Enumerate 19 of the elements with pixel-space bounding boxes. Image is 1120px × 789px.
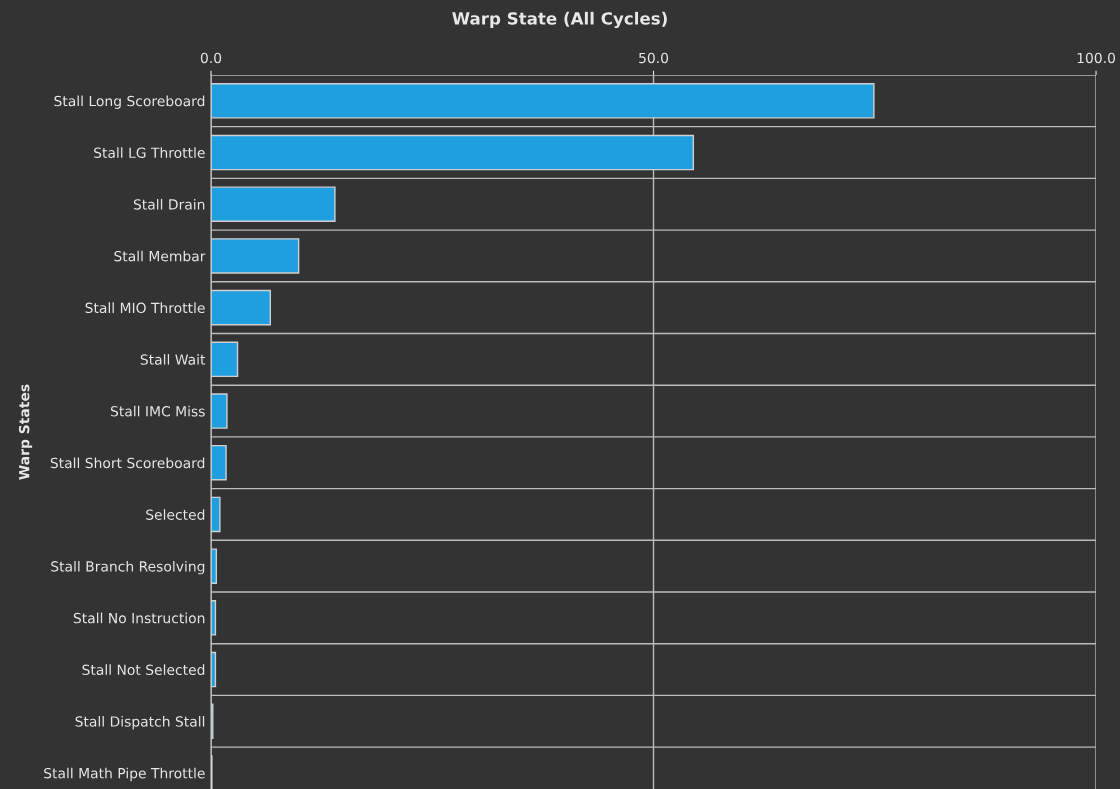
y-tick-label: Stall LG Throttle (94, 147, 205, 158)
y-tick-label: Stall Wait (140, 354, 206, 365)
y-tick-label: Stall Short Scoreboard (50, 457, 205, 469)
y-tick-label: Selected (146, 509, 205, 520)
y-tick-label: Stall Branch Resolving (51, 560, 205, 575)
y-tick-label: Stall Math Pipe Throttle (44, 767, 205, 782)
x-tick-label: 100.0 (1077, 52, 1115, 64)
y-tick-label: Stall No Instruction (73, 612, 205, 624)
y-tick-label: Stall Membar (114, 250, 206, 262)
y-axis-title: Warp States (18, 384, 33, 480)
y-tick-label: Stall IMC Miss (110, 405, 205, 417)
y-tick-label: Stall Long Scoreboard (54, 95, 205, 109)
chart-title: Warp State (All Cycles) (452, 11, 667, 29)
x-tick-label: 50.0 (639, 52, 669, 64)
y-tick-label: Stall Not Selected (82, 664, 205, 676)
y-tick-label: Stall Drain (133, 198, 205, 210)
y-tick-label: Stall MIO Throttle (85, 302, 205, 314)
y-tick-label: Stall Dispatch Stall (75, 715, 205, 730)
x-tick-label: 0.0 (200, 52, 222, 64)
